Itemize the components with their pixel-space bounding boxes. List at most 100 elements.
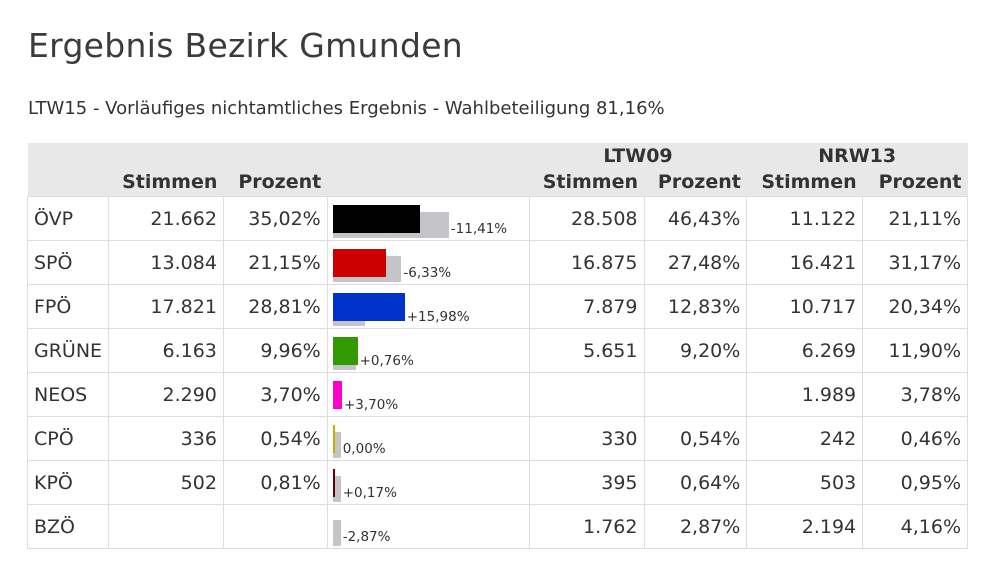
party-name: SPÖ <box>26 240 110 285</box>
ltw09-stimmen-cell: 330 <box>528 416 645 461</box>
prozent-cell: 21,15% <box>222 240 328 285</box>
nrw13-stimmen-cell: 503 <box>746 460 864 505</box>
table-body: ÖVP 21.662 35,02% -11,41% 28.508 46,43% 11.122… <box>26 196 968 549</box>
nrw13-prozent-cell: 31,17% <box>862 240 968 285</box>
stimmen-cell: 21.662 <box>108 196 224 241</box>
current-result-bar <box>332 205 421 233</box>
nrw13-stimmen-cell: 11.122 <box>746 196 864 241</box>
prozent-cell <box>222 504 328 549</box>
stimmen-cell: 6.163 <box>108 328 224 373</box>
bar-cell: +0,17% <box>326 460 530 505</box>
ltw09-stimmen-cell: 1.762 <box>528 504 645 549</box>
table-row: BZÖ -2,87% 1.762 2,87% 2.194 4,16% <box>26 504 968 549</box>
stimmen-cell: 17.821 <box>108 284 224 329</box>
bar-cell: -2,87% <box>326 504 530 549</box>
nrw13-stimmen-cell: 1.989 <box>746 372 864 417</box>
bar-cell: -6,33% <box>326 240 530 285</box>
party-name: BZÖ <box>26 504 110 549</box>
change-label: 0,00% <box>342 441 386 457</box>
header-prozent: Prozent <box>238 171 322 193</box>
bar-cell: +0,76% <box>326 328 530 373</box>
header-blank <box>28 143 109 167</box>
table-row: KPÖ 502 0,81% +0,17% 395 0,64% 503 0,95% <box>26 460 968 505</box>
table-row: FPÖ 17.821 28,81% +15,98% 7.879 12,83% 10.717 2… <box>26 284 968 329</box>
result-bar: +0,17% <box>332 461 522 504</box>
header-nrw13: NRW13 <box>818 145 897 167</box>
ltw09-prozent-cell <box>643 372 748 417</box>
prozent-cell: 28,81% <box>222 284 328 329</box>
change-label: -6,33% <box>403 265 452 281</box>
ltw09-stimmen-cell: 28.508 <box>528 196 645 241</box>
nrw13-prozent-cell: 0,95% <box>862 460 968 505</box>
result-bar: 0,00% <box>332 417 522 460</box>
party-name: CPÖ <box>26 416 110 461</box>
nrw13-stimmen-cell: 2.194 <box>746 504 864 549</box>
prozent-cell: 9,96% <box>222 328 328 373</box>
current-result-bar <box>332 249 386 277</box>
nrw13-stimmen-cell: 16.421 <box>746 240 864 285</box>
page-title: Ergebnis Bezirk Gmunden <box>28 26 464 65</box>
change-label: +0,76% <box>359 353 414 369</box>
header-ltw09-prozent: Prozent <box>657 171 741 193</box>
change-label: +3,70% <box>343 397 399 413</box>
stimmen-cell: 2.290 <box>108 372 224 417</box>
nrw13-stimmen-cell: 10.717 <box>746 284 864 329</box>
bar-cell: +3,70% <box>326 372 530 417</box>
ltw09-prozent-cell: 27,48% <box>643 240 748 285</box>
bar-cell: -11,41% <box>326 196 530 241</box>
ltw09-stimmen-cell: 16.875 <box>528 240 645 285</box>
nrw13-prozent-cell: 3,78% <box>862 372 968 417</box>
ltw09-prozent-cell: 46,43% <box>643 196 748 241</box>
bar-cell: 0,00% <box>326 416 530 461</box>
prozent-cell: 0,81% <box>222 460 328 505</box>
result-bar: -11,41% <box>332 197 522 240</box>
current-result-bar <box>332 469 335 497</box>
ltw09-stimmen-cell: 5.651 <box>528 328 645 373</box>
result-bar: -2,87% <box>332 505 522 548</box>
ltw09-stimmen-cell: 7.879 <box>528 284 645 329</box>
table-header: LTW09 NRW13 Stimmen Prozent Stimmen Proz… <box>27 143 968 197</box>
party-name: FPÖ <box>26 284 110 329</box>
ltw09-prozent-cell: 0,64% <box>643 460 748 505</box>
current-result-bar <box>332 337 358 365</box>
result-bar: +15,98% <box>332 285 522 328</box>
header-nrw13-prozent: Prozent <box>878 171 962 193</box>
change-label: -2,87% <box>342 529 391 545</box>
table-row: SPÖ 13.084 21,15% -6,33% 16.875 27,48% 16.421 3… <box>26 240 968 285</box>
current-result-bar <box>332 293 405 321</box>
results-table: LTW09 NRW13 Stimmen Prozent Stimmen Proz… <box>26 143 968 549</box>
result-bar: +0,76% <box>332 329 522 372</box>
nrw13-prozent-cell: 11,90% <box>862 328 968 373</box>
table-row: GRÜNE 6.163 9,96% +0,76% 5.651 9,20% 6.269 11,9… <box>26 328 968 373</box>
stimmen-cell <box>108 504 224 549</box>
nrw13-stimmen-cell: 6.269 <box>746 328 864 373</box>
stimmen-cell: 13.084 <box>108 240 224 285</box>
header-nrw13-stimmen: Stimmen <box>761 171 857 193</box>
party-name: NEOS <box>26 372 110 417</box>
previous-result-bar <box>332 520 341 546</box>
nrw13-prozent-cell: 21,11% <box>862 196 968 241</box>
prozent-cell: 0,54% <box>222 416 328 461</box>
previous-result-bar <box>332 476 341 502</box>
nrw13-prozent-cell: 20,34% <box>862 284 968 329</box>
nrw13-prozent-cell: 4,16% <box>862 504 968 549</box>
result-bar: +3,70% <box>332 373 522 416</box>
header-stimmen: Stimmen <box>122 171 218 193</box>
party-name: GRÜNE <box>26 328 110 373</box>
bar-cell: +15,98% <box>326 284 530 329</box>
stimmen-cell: 502 <box>108 460 224 505</box>
stimmen-cell: 336 <box>108 416 224 461</box>
results-subtitle: LTW15 - Vorläufiges nichtamtliches Ergeb… <box>28 98 665 119</box>
result-bar: -6,33% <box>332 241 522 284</box>
change-label: +15,98% <box>406 309 470 325</box>
table-row: NEOS 2.290 3,70% +3,70% 1.989 3,78% <box>26 372 968 417</box>
prozent-cell: 3,70% <box>222 372 328 417</box>
change-label: +0,17% <box>342 485 397 501</box>
table-row: ÖVP 21.662 35,02% -11,41% 28.508 46,43% 11.122… <box>26 196 968 241</box>
ltw09-prozent-cell: 0,54% <box>643 416 748 461</box>
prozent-cell: 35,02% <box>222 196 328 241</box>
table-row: CPÖ 336 0,54% 0,00% 330 0,54% 242 0,46% <box>26 416 968 461</box>
party-name: ÖVP <box>26 196 110 241</box>
current-result-bar <box>332 381 342 409</box>
ltw09-prozent-cell: 9,20% <box>643 328 748 373</box>
